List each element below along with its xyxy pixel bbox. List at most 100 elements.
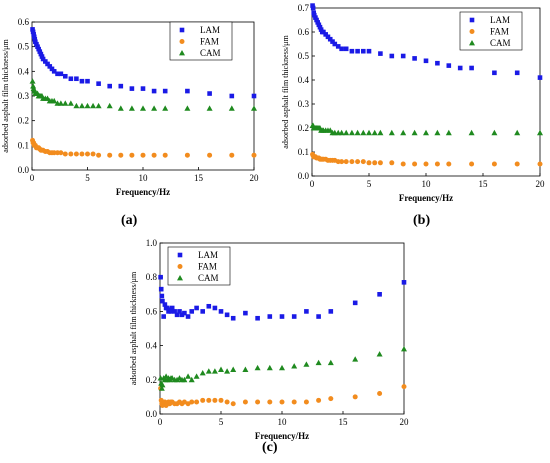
y-tick-label: 1.0 [146,238,158,248]
data-point-fam [206,397,212,403]
data-point-cam [366,129,372,136]
data-point-fam [279,399,285,405]
data-point-lam [332,41,338,47]
data-point-fam [377,160,383,166]
series-cam [29,78,257,111]
data-point-lam [327,36,333,42]
data-point-cam [303,361,310,367]
panel-b: 0 5 10 15 20 0.0 0.1 0.2 0.3 0.4 0.5 0.6 0.7 Frequenc… [275,0,550,235]
data-point-lam [63,73,68,79]
data-point-lam [30,29,36,35]
data-point-cam [211,368,218,374]
data-point-cam [338,129,345,136]
data-point-fam [85,151,90,157]
data-point-cam [315,359,322,366]
data-point-cam [468,129,475,136]
data-point-cam [388,129,395,136]
data-point-lam [315,20,320,25]
series-lam [30,27,257,99]
x-tick-label: 5 [367,179,372,189]
data-point-lam [45,61,50,67]
data-point-lam [310,3,315,8]
x-tick-label: 10 [278,417,288,427]
data-point-fam [352,394,358,400]
y-tick-label: 0.3 [18,91,30,101]
data-point-lam [321,29,326,35]
y-tick-label: 0.1 [298,147,309,157]
data-point-fam [140,152,146,158]
data-point-lam [343,46,349,52]
data-point-lam [118,83,124,89]
data-point-fam [335,159,341,165]
y-tick-label: 0.8 [146,272,158,282]
y-tick-label: 0.6 [146,306,158,316]
y-tick-label: 0.6 [18,17,30,27]
data-point-fam [355,159,361,165]
data-point-lam [49,66,55,72]
y-tick-label: 0.2 [146,375,157,385]
data-point-lam [55,71,60,77]
data-point-cam [537,129,543,136]
y-tick-label: 0.2 [298,123,309,133]
data-point-lam [30,27,35,32]
data-point-lam [224,312,230,318]
data-point-lam [389,53,395,59]
data-point-fam [107,152,113,158]
data-point-fam [96,152,102,158]
data-point-lam [169,305,175,311]
data-point-fam [118,152,124,158]
data-point-lam [317,24,323,30]
data-point-lam [185,88,190,94]
data-point-lam [168,309,174,314]
data-point-lam [310,5,316,11]
data-point-lam [311,10,317,16]
data-point-cam [199,369,206,376]
data-point-lam [492,70,497,76]
legend-marker-lam [177,252,183,258]
data-point-lam [107,83,112,89]
data-point-cam [188,376,195,383]
y-tick-label: 0.6 [298,27,310,37]
data-point-lam [318,27,324,32]
data-point-lam [174,312,180,318]
data-point-cam [181,376,188,383]
data-point-lam [40,56,46,62]
data-point-lam [377,292,382,297]
legend-label-cam: CAM [198,273,219,283]
data-point-lam [185,314,191,319]
data-point-fam [349,159,355,165]
data-point-cam [67,100,74,106]
data-point-lam [316,22,322,28]
data-point-cam [291,363,298,369]
data-point-cam [491,129,498,136]
data-point-fam [291,399,297,405]
data-point-fam [328,396,334,402]
data-point-cam [193,373,200,379]
data-point-fam [389,160,395,166]
caption-a: (a) [121,213,138,228]
x-axis-title: Frequency/Hz [255,431,309,441]
data-point-lam [36,46,41,52]
data-point-fam [412,161,418,167]
data-point-lam [243,310,248,316]
caption-b: (b) [413,213,431,228]
data-point-cam [242,366,249,372]
data-point-cam [206,105,213,111]
series-fam [158,384,407,408]
data-point-lam [207,91,212,96]
data-point-lam [267,314,273,319]
x-tick-label: 15 [194,173,204,183]
data-point-lam [158,286,164,292]
data-point-fam [469,161,475,167]
legend-marker-fam [177,264,183,269]
data-point-lam [469,65,474,71]
data-point-lam [179,312,185,318]
data-point-fam [62,151,68,157]
y-tick-label: 0.5 [18,42,30,52]
data-point-fam [372,160,378,166]
data-point-lam [58,71,64,77]
legend-marker-cam [179,50,185,56]
data-point-lam [35,44,40,49]
